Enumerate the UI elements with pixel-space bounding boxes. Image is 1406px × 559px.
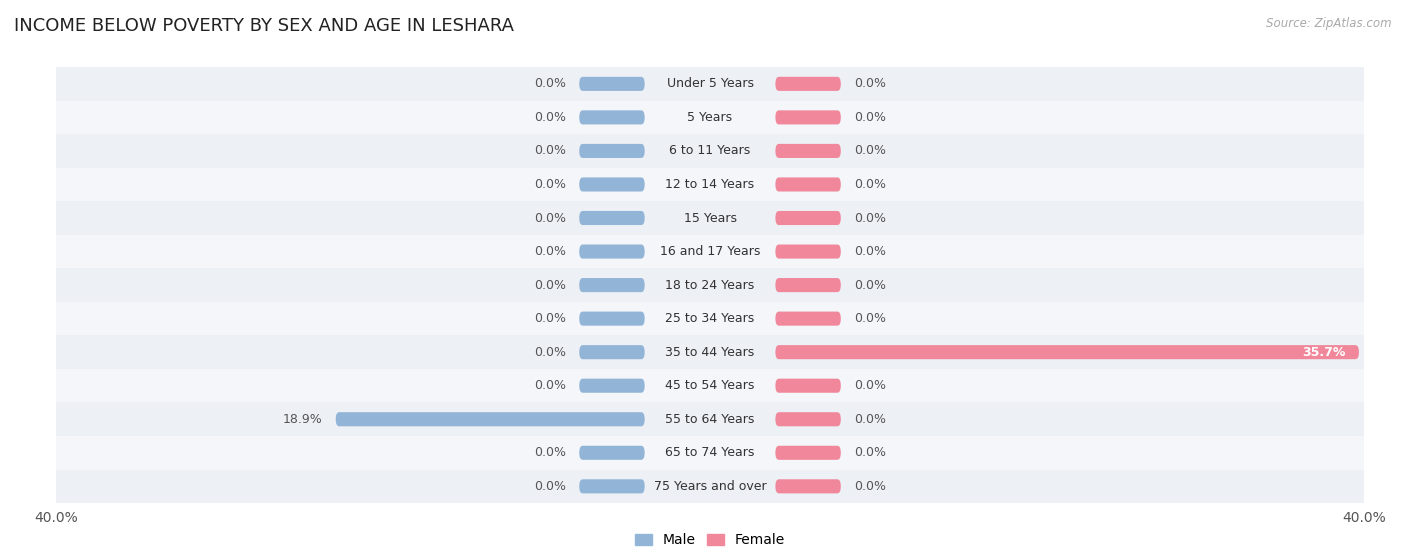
Text: 0.0%: 0.0% [853, 379, 886, 392]
Text: 0.0%: 0.0% [853, 144, 886, 158]
FancyBboxPatch shape [579, 446, 644, 460]
FancyBboxPatch shape [56, 134, 1364, 168]
Text: 0.0%: 0.0% [534, 211, 567, 225]
FancyBboxPatch shape [56, 201, 1364, 235]
FancyBboxPatch shape [579, 244, 644, 259]
FancyBboxPatch shape [56, 335, 1364, 369]
Text: 0.0%: 0.0% [853, 111, 886, 124]
FancyBboxPatch shape [579, 110, 644, 125]
Text: 35 to 44 Years: 35 to 44 Years [665, 345, 755, 359]
FancyBboxPatch shape [776, 211, 841, 225]
Text: 16 and 17 Years: 16 and 17 Years [659, 245, 761, 258]
Text: 0.0%: 0.0% [534, 144, 567, 158]
Text: 0.0%: 0.0% [534, 312, 567, 325]
Text: 0.0%: 0.0% [853, 413, 886, 426]
FancyBboxPatch shape [579, 479, 644, 494]
Text: 25 to 34 Years: 25 to 34 Years [665, 312, 755, 325]
FancyBboxPatch shape [776, 345, 1360, 359]
Text: Under 5 Years: Under 5 Years [666, 77, 754, 91]
Text: 55 to 64 Years: 55 to 64 Years [665, 413, 755, 426]
Text: 0.0%: 0.0% [853, 278, 886, 292]
FancyBboxPatch shape [579, 311, 644, 326]
Text: 0.0%: 0.0% [534, 480, 567, 493]
FancyBboxPatch shape [776, 479, 841, 494]
Text: 0.0%: 0.0% [853, 446, 886, 459]
FancyBboxPatch shape [56, 436, 1364, 470]
FancyBboxPatch shape [776, 177, 841, 192]
Text: 18.9%: 18.9% [283, 413, 322, 426]
FancyBboxPatch shape [56, 369, 1364, 402]
Text: INCOME BELOW POVERTY BY SEX AND AGE IN LESHARA: INCOME BELOW POVERTY BY SEX AND AGE IN L… [14, 17, 515, 35]
FancyBboxPatch shape [776, 446, 841, 460]
Text: Source: ZipAtlas.com: Source: ZipAtlas.com [1267, 17, 1392, 30]
FancyBboxPatch shape [579, 278, 644, 292]
FancyBboxPatch shape [579, 177, 644, 192]
FancyBboxPatch shape [579, 77, 644, 91]
FancyBboxPatch shape [579, 211, 644, 225]
Text: 0.0%: 0.0% [534, 345, 567, 359]
Text: 0.0%: 0.0% [534, 245, 567, 258]
Legend: Male, Female: Male, Female [630, 528, 790, 553]
Text: 0.0%: 0.0% [534, 446, 567, 459]
FancyBboxPatch shape [56, 268, 1364, 302]
FancyBboxPatch shape [776, 278, 841, 292]
Text: 0.0%: 0.0% [853, 480, 886, 493]
FancyBboxPatch shape [579, 345, 644, 359]
FancyBboxPatch shape [56, 402, 1364, 436]
Text: 18 to 24 Years: 18 to 24 Years [665, 278, 755, 292]
Text: 0.0%: 0.0% [534, 111, 567, 124]
Text: 5 Years: 5 Years [688, 111, 733, 124]
Text: 0.0%: 0.0% [534, 278, 567, 292]
Text: 75 Years and over: 75 Years and over [654, 480, 766, 493]
Text: 45 to 54 Years: 45 to 54 Years [665, 379, 755, 392]
FancyBboxPatch shape [776, 110, 841, 125]
FancyBboxPatch shape [336, 412, 644, 427]
Text: 0.0%: 0.0% [853, 211, 886, 225]
FancyBboxPatch shape [776, 412, 841, 427]
Text: 0.0%: 0.0% [534, 77, 567, 91]
FancyBboxPatch shape [776, 144, 841, 158]
FancyBboxPatch shape [56, 235, 1364, 268]
Text: 0.0%: 0.0% [853, 245, 886, 258]
FancyBboxPatch shape [776, 244, 841, 259]
FancyBboxPatch shape [776, 378, 841, 393]
FancyBboxPatch shape [56, 101, 1364, 134]
Text: 35.7%: 35.7% [1302, 345, 1346, 359]
FancyBboxPatch shape [56, 67, 1364, 101]
FancyBboxPatch shape [579, 144, 644, 158]
FancyBboxPatch shape [776, 311, 841, 326]
Text: 6 to 11 Years: 6 to 11 Years [669, 144, 751, 158]
Text: 0.0%: 0.0% [853, 312, 886, 325]
Text: 0.0%: 0.0% [534, 178, 567, 191]
Text: 65 to 74 Years: 65 to 74 Years [665, 446, 755, 459]
FancyBboxPatch shape [56, 168, 1364, 201]
FancyBboxPatch shape [776, 77, 841, 91]
Text: 12 to 14 Years: 12 to 14 Years [665, 178, 755, 191]
FancyBboxPatch shape [579, 378, 644, 393]
Text: 15 Years: 15 Years [683, 211, 737, 225]
Text: 0.0%: 0.0% [534, 379, 567, 392]
Text: 0.0%: 0.0% [853, 178, 886, 191]
Text: 0.0%: 0.0% [853, 77, 886, 91]
FancyBboxPatch shape [56, 470, 1364, 503]
FancyBboxPatch shape [56, 302, 1364, 335]
